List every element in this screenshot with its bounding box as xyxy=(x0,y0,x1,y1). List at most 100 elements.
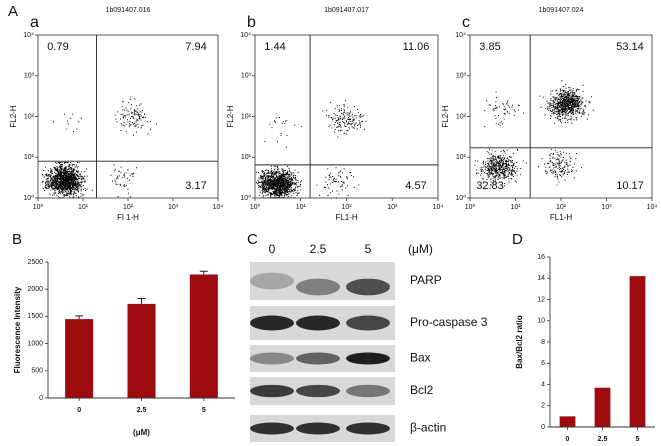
y-tick-label: 10² xyxy=(24,113,35,120)
subpanel-label: b xyxy=(247,14,256,31)
blot-band xyxy=(346,422,390,435)
lane-label: 0 xyxy=(269,242,276,256)
blot-band xyxy=(346,384,390,398)
x-tick-label: 2.5 xyxy=(598,436,608,443)
y-tick-label: 12 xyxy=(537,296,545,303)
y-tick-label: 500 xyxy=(31,368,43,375)
protein-label: PARP xyxy=(410,273,442,287)
event-dots xyxy=(539,80,594,124)
event-dots xyxy=(322,100,367,138)
y-tick-label: 10⁰ xyxy=(240,194,251,202)
x-tick-label: 10² xyxy=(341,204,352,211)
x-tick-label: 5 xyxy=(202,407,206,414)
blot-band xyxy=(250,315,294,331)
axes xyxy=(47,262,235,399)
y-axis-label: FL2-H xyxy=(441,105,450,127)
y-tick-label: 10¹ xyxy=(456,154,467,161)
quadrant-value: 4.57 xyxy=(405,180,426,192)
y-tick-label: 1500 xyxy=(27,313,43,320)
axes xyxy=(549,257,655,428)
y-tick-label: 10⁴ xyxy=(240,32,251,39)
y-tick-label: 8 xyxy=(541,339,545,346)
y-tick-label: 10³ xyxy=(456,73,467,80)
x-tick-label: 10⁴ xyxy=(433,204,444,211)
error-bar xyxy=(137,297,146,304)
blot-band xyxy=(250,422,294,435)
panel-label: B xyxy=(12,231,22,248)
plot-title: 1b091407.016 xyxy=(106,7,151,14)
plot-frame xyxy=(469,34,653,199)
y-tick-label: 6 xyxy=(541,360,545,367)
x-tick-label: 5 xyxy=(636,436,640,443)
y-axis-label: FL2-H xyxy=(9,105,18,127)
panel-label: D xyxy=(512,231,523,248)
y-tick-label: 14 xyxy=(537,275,545,282)
x-tick-label: 10³ xyxy=(601,204,612,211)
y-axis-label: Fluorescence Intensity xyxy=(13,286,22,373)
quadrant-value: 0.79 xyxy=(47,41,68,53)
x-tick-label: 10² xyxy=(123,204,134,211)
event-dots xyxy=(255,165,303,199)
quadrant-value: 11.06 xyxy=(403,41,430,53)
y-tick-label: 10⁴ xyxy=(23,32,34,39)
blot-band xyxy=(346,278,390,296)
event-dots xyxy=(110,164,137,198)
lane-label: 5 xyxy=(365,242,372,256)
protein-label: Pro-caspase 3 xyxy=(410,315,488,329)
bar xyxy=(594,387,611,427)
event-dots xyxy=(484,91,524,128)
x-tick-label: 10⁰ xyxy=(250,203,261,211)
y-axis-label: FL2-H xyxy=(226,105,235,127)
x-axis-label: (μM) xyxy=(133,428,150,437)
protein-label: Bcl2 xyxy=(410,383,434,397)
y-tick-label: 10⁴ xyxy=(455,32,466,39)
event-dots xyxy=(41,162,93,199)
quadrant-value: 3.85 xyxy=(479,41,500,53)
lane-label: 2.5 xyxy=(310,242,327,256)
y-tick-label: 10⁰ xyxy=(455,194,466,202)
blot-band xyxy=(346,352,390,365)
plot-title: 1b091407.024 xyxy=(539,7,584,14)
y-tick-label: 10 xyxy=(537,318,545,325)
y-tick-label: 10¹ xyxy=(241,154,252,161)
y-tick-label: 1000 xyxy=(27,340,43,347)
x-tick-label: 10³ xyxy=(387,204,398,211)
x-tick-label: 10⁴ xyxy=(213,204,224,211)
plot-frame xyxy=(254,34,439,199)
panel-label: A xyxy=(8,3,18,20)
quadrant-value: 88.09 xyxy=(44,180,72,192)
event-dots xyxy=(538,148,583,186)
event-dots xyxy=(474,148,527,187)
x-axis-label: FL1-H xyxy=(335,213,357,222)
y-tick-label: 0 xyxy=(541,424,545,431)
bar xyxy=(189,274,218,398)
plot-frame xyxy=(37,34,219,199)
event-dots xyxy=(53,113,82,133)
bar xyxy=(559,416,576,427)
x-tick-label: 10¹ xyxy=(296,204,307,211)
x-tick-label: 10¹ xyxy=(510,204,521,211)
y-tick-label: 2 xyxy=(541,403,545,410)
y-tick-label: 2000 xyxy=(27,286,43,293)
bar xyxy=(65,319,94,398)
plot-title: 1b091407.017 xyxy=(324,7,369,14)
quadrant-value: 53.14 xyxy=(616,41,644,53)
y-tick-label: 10² xyxy=(241,113,252,120)
event-dots xyxy=(114,96,157,136)
y-tick-label: 10³ xyxy=(241,73,252,80)
quadrant-value: 32.83 xyxy=(476,180,504,192)
x-tick-label: 0 xyxy=(566,436,570,443)
bar xyxy=(629,276,646,427)
blot-band xyxy=(250,352,294,365)
x-tick-label: 10⁴ xyxy=(647,204,658,211)
unit-label: (μM) xyxy=(408,242,433,256)
blot-band xyxy=(250,272,294,290)
blot-band xyxy=(296,352,340,365)
x-tick-label: 10¹ xyxy=(78,204,89,211)
quadrant-value: 7.94 xyxy=(185,41,206,53)
blot-band xyxy=(296,278,340,296)
blot-band xyxy=(346,315,390,331)
x-tick-label: 10⁰ xyxy=(33,203,44,211)
subpanel-label: a xyxy=(30,14,39,31)
